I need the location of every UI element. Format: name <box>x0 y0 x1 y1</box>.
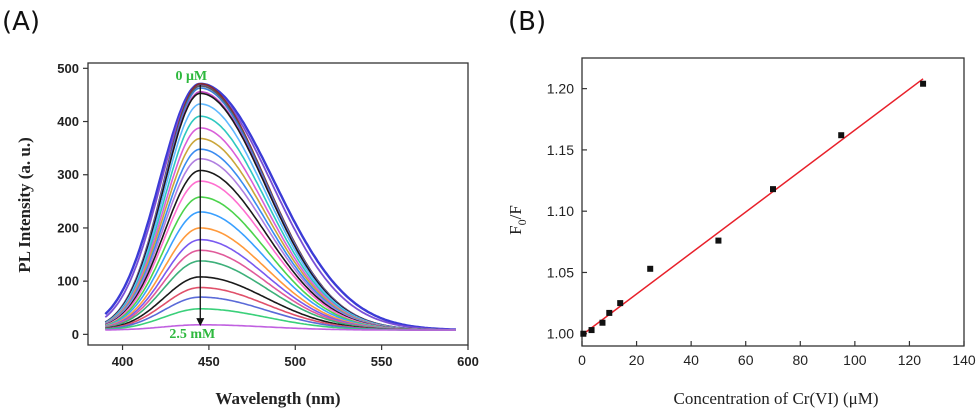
x-tick-label-b: 40 <box>683 352 699 368</box>
chart-a: 400 450 500 550 600 0 100 200 300 400 500 Waveleng… <box>15 61 479 408</box>
series-group-a <box>104 82 456 331</box>
chart-b: 0 20 40 60 80 100 120 140 1.00 1.05 1.10 1.15 1.20 C… <box>506 57 976 408</box>
y-tick-label-a: 400 <box>57 114 79 129</box>
panel-label-b: (B) <box>508 7 546 37</box>
data-point <box>580 330 587 337</box>
x-tick-label-a: 500 <box>284 354 306 369</box>
data-point <box>647 265 654 272</box>
fit-line <box>581 78 924 336</box>
x-tick-label-b: 20 <box>629 352 645 368</box>
y-tick-label-a: 200 <box>57 220 79 235</box>
data-point <box>838 132 845 139</box>
y-tick-label-b: 1.10 <box>547 203 574 219</box>
y-tick-label-b: 1.20 <box>547 81 574 97</box>
panel-label-a: (A) <box>2 7 40 37</box>
svg-text:F0/F: F0/F <box>506 205 529 235</box>
x-tick-label-b: 0 <box>578 352 586 368</box>
data-point <box>606 309 613 316</box>
x-tick-label-b: 100 <box>843 352 867 368</box>
y-tick-label-b: 1.15 <box>547 142 574 158</box>
data-point <box>599 319 606 326</box>
series-line-envelope-2 <box>104 84 456 331</box>
data-point <box>770 186 776 193</box>
y-tick-label-a: 300 <box>57 167 79 182</box>
y-tick-label-a: 0 <box>72 327 79 342</box>
plot-frame-a <box>87 62 469 346</box>
x-tick-label-a: 450 <box>198 354 220 369</box>
x-tick-label-b: 120 <box>898 352 922 368</box>
fit-line-group-b <box>581 78 924 336</box>
x-axis-title-a: Wavelength (nm) <box>215 389 340 408</box>
annotation-group-a: 0 μM 2.5 mM <box>169 69 215 342</box>
y-axis-title-b: F0/F <box>506 205 529 235</box>
x-tick-label-b: 60 <box>738 352 754 368</box>
data-point <box>715 237 722 244</box>
y-tick-label-a: 500 <box>57 61 79 76</box>
x-tick-label-a: 400 <box>112 354 134 369</box>
plot-frame-b <box>581 57 965 347</box>
x-tick-label-b: 140 <box>952 352 976 368</box>
x-axis-title-b: Concentration of Cr(VI) (μM) <box>673 389 878 408</box>
series-group-b <box>580 80 927 337</box>
annotation-end: 2.5 mM <box>169 327 215 342</box>
data-point <box>920 80 927 87</box>
y-tick-label-b: 1.05 <box>547 264 574 280</box>
series-line-envelope <box>104 82 456 331</box>
data-point <box>617 300 624 307</box>
x-tick-label-b: 80 <box>792 352 808 368</box>
y-tick-label-b: 1.00 <box>547 326 574 342</box>
x-tick-label-a: 600 <box>457 354 479 369</box>
series-line-23 <box>105 324 456 331</box>
annotation-start: 0 μM <box>175 69 207 84</box>
axes-ticks-b: 0 20 40 60 80 100 120 140 1.00 1.05 1.10 1.15 1.20 <box>547 81 976 368</box>
y-axis-title-a: PL Intensity (a. u.) <box>15 137 34 273</box>
data-point <box>588 327 595 334</box>
x-tick-label-a: 550 <box>371 354 393 369</box>
arrow-head <box>196 318 205 327</box>
y-tick-label-a: 100 <box>57 274 79 289</box>
axes-ticks-a: 400 450 500 550 600 0 100 200 300 400 500 <box>57 61 479 369</box>
